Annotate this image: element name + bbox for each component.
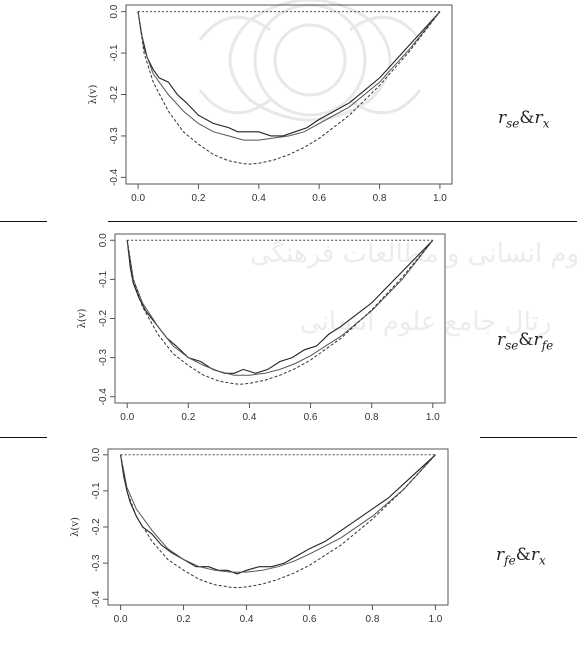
plot-frame	[125, 4, 453, 185]
y-tick-label: -0.1	[98, 270, 109, 288]
pair-label-a: r	[498, 108, 507, 128]
chart-panel-3: 0.0 0.2 0.4 0.6 0.8 1.0 0.0 -0.1 -0.2 -0.3 -0.4 λ(v…	[0, 440, 577, 647]
y-axis-label: λ(v)	[88, 85, 99, 105]
x-tick-label: 0.8	[373, 193, 387, 204]
x-tick-label: 0.0	[120, 412, 134, 423]
y-tick-label: 0.0	[91, 447, 102, 461]
pair-label-1: rse&rx	[498, 108, 549, 130]
y-tick-label: -0.3	[109, 127, 120, 145]
x-tick-label: 0.6	[304, 412, 318, 423]
x-tick-label: 0.2	[181, 412, 195, 423]
pair-label-b: r	[533, 330, 542, 350]
series-line-2	[126, 239, 434, 376]
chart-3: 0.0 0.2 0.4 0.6 0.8 1.0 0.0 -0.1 -0.2 -0.3 -0.4 λ(v…	[70, 447, 449, 625]
x-tick-label: 1.0	[428, 614, 442, 625]
x-tick-label: 0.2	[191, 193, 205, 204]
x-tick-label: 1.0	[426, 412, 440, 423]
x-tick-label: 0.6	[312, 193, 326, 204]
pair-label-b: r	[534, 108, 543, 128]
series-line-1	[137, 11, 441, 137]
pair-label-a-sub: fe	[504, 553, 516, 568]
y-tick-label: -0.1	[91, 482, 102, 500]
y-tick-label: -0.4	[91, 590, 102, 608]
x-tick-label: 0.8	[365, 614, 379, 625]
y-tick-label: 0.0	[109, 4, 120, 18]
chart-1: 0.0 0.2 0.4 0.6 0.8 1.0 0.0 -0.1 -0.2 -0.3 -0.4 λ(v…	[88, 4, 453, 204]
pair-label-b-sub: x	[538, 553, 546, 568]
pair-label-amp: &	[519, 108, 535, 128]
y-tick-label: -0.3	[98, 349, 109, 367]
plot-frame	[114, 233, 446, 404]
divider-2b	[480, 437, 577, 438]
x-tick-label: 0.4	[242, 412, 256, 423]
y-tick-label: -0.4	[98, 388, 109, 406]
chart-panel-2: 0.0 0.2 0.4 0.6 0.8 1.0 0.0 -0.1 -0.2 -0.3 -0.4 λ(v…	[0, 222, 577, 437]
y-tick-label: -0.2	[98, 309, 109, 327]
series-line-3	[137, 11, 441, 165]
y-tick-label: -0.2	[109, 85, 120, 103]
y-tick-label: -0.2	[91, 518, 102, 536]
pair-label-3: rfe&rx	[496, 545, 546, 567]
chart-2: 0.0 0.2 0.4 0.6 0.8 1.0 0.0 -0.1 -0.2 -0.3 -0.4 λ(v…	[77, 233, 446, 423]
pair-label-a-sub: se	[505, 338, 519, 353]
x-tick-label: 0.8	[365, 412, 379, 423]
y-axis-label: λ(v)	[77, 309, 88, 329]
x-tick-label: 0.4	[252, 193, 266, 204]
pair-label-a: r	[497, 330, 506, 350]
pair-label-amp: &	[518, 330, 534, 350]
y-tick-label: -0.4	[109, 168, 120, 186]
divider-2a	[0, 437, 47, 438]
pair-label-a: r	[496, 545, 505, 565]
pair-label-a-sub: se	[506, 116, 520, 131]
pair-label-2: rse&rfe	[497, 330, 553, 352]
x-tick-label: 0.2	[177, 614, 191, 625]
y-tick-label: 0.0	[98, 233, 109, 247]
divider-1a	[0, 221, 47, 222]
series-line-3	[126, 239, 434, 385]
x-tick-label: 0.0	[114, 614, 128, 625]
y-tick-label: -0.3	[91, 554, 102, 572]
pair-label-b-sub: x	[542, 116, 550, 131]
series-line-1	[126, 239, 434, 374]
pair-label-b: r	[530, 545, 539, 565]
plot-frame	[107, 448, 449, 606]
series-line-1	[120, 454, 436, 575]
series-line-2	[120, 454, 436, 573]
divider-1b	[108, 221, 577, 222]
x-tick-label: 0.0	[131, 193, 145, 204]
pair-label-b-sub: fe	[541, 338, 554, 353]
pair-label-amp: &	[515, 545, 531, 565]
series-line-3	[120, 454, 436, 589]
x-tick-label: 0.6	[303, 614, 317, 625]
y-tick-label: -0.1	[109, 44, 120, 62]
series-line-2	[137, 11, 441, 141]
y-axis-label: λ(v)	[70, 517, 81, 537]
x-tick-label: 0.4	[240, 614, 254, 625]
chart-panel-1: 0.0 0.2 0.4 0.6 0.8 1.0 0.0 -0.1 -0.2 -0.3 -0.4 λ(v…	[0, 0, 577, 215]
x-tick-label: 1.0	[433, 193, 447, 204]
